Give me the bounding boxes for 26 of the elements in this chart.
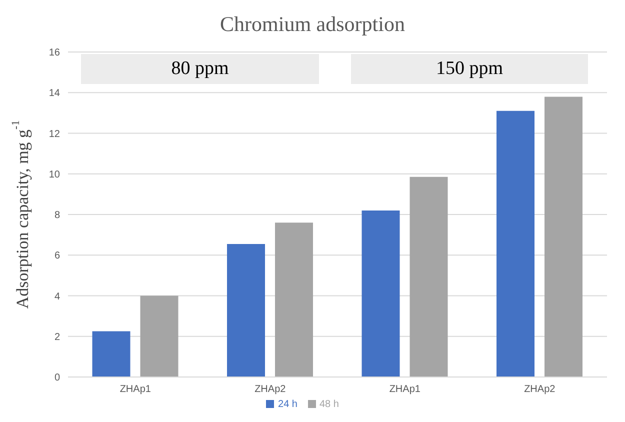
y-tick-label: 10 (48, 169, 60, 180)
bar (227, 244, 266, 377)
bar (544, 96, 583, 377)
bar (140, 296, 178, 377)
y-tick-label: 14 (48, 88, 60, 100)
bar (496, 110, 535, 377)
legend-label: 48 h (320, 399, 339, 410)
chart-title: Chromium adsorption (219, 12, 406, 37)
annotation: 150 ppm (436, 58, 504, 80)
bar (362, 210, 400, 377)
x-tick-label: ZHAp2 (254, 384, 286, 396)
y-tick-label: 4 (54, 291, 60, 302)
y-tick-label: 2 (54, 332, 60, 343)
x-tick-label: ZHAp1 (389, 384, 421, 396)
y-tick-label: 6 (54, 250, 60, 262)
legend-label: 24 h (278, 399, 298, 410)
bar (92, 331, 130, 377)
y-tick-label: 0 (54, 372, 60, 384)
x-tick-label: ZHAp1 (120, 384, 152, 396)
bar (275, 222, 314, 377)
annotation: 80 ppm (171, 58, 229, 80)
y-tick-label: 16 (48, 48, 60, 59)
bar (410, 176, 448, 377)
y-tick-label: 12 (48, 128, 60, 140)
x-tick-label: ZHAp2 (524, 384, 556, 396)
y-tick-label: 8 (54, 210, 60, 222)
